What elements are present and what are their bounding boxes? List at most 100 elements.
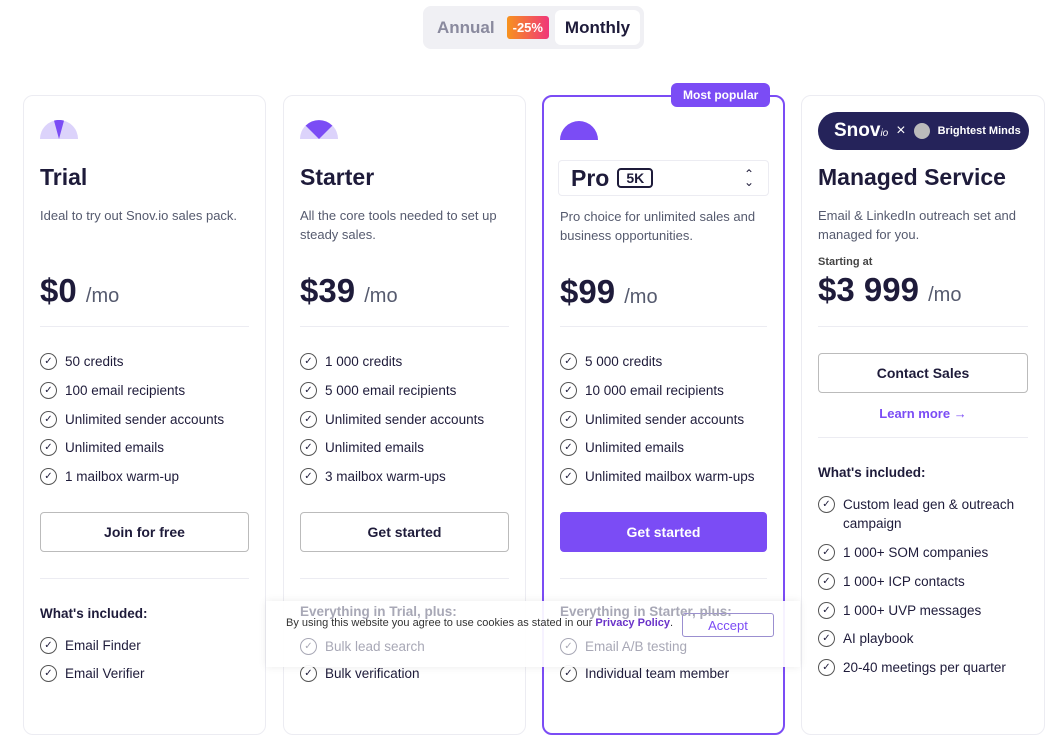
check-icon: ✓ xyxy=(560,439,577,456)
divider xyxy=(40,326,249,327)
divider xyxy=(818,437,1028,438)
feature-item: ✓ Unlimited sender accounts xyxy=(40,410,260,429)
plan-card-pro: Pro 5K ⌃ ⌄ Pro choice for unlimited sales… xyxy=(542,95,785,735)
check-icon: ✓ xyxy=(40,411,57,428)
divider xyxy=(560,326,767,327)
check-icon: ✓ xyxy=(40,353,57,370)
check-icon: ✓ xyxy=(40,665,57,682)
included-item: ✓ Email A/B testing xyxy=(560,637,780,656)
check-icon: ✓ xyxy=(300,665,317,682)
feature-item: ✓ Unlimited emails xyxy=(300,438,520,457)
plan-description: All the core tools needed to set up stea… xyxy=(300,208,497,242)
divider xyxy=(40,578,249,579)
feature-item: ✓ 5 000 credits xyxy=(560,352,780,371)
feature-item: ✓ 1 000 credits xyxy=(300,352,520,371)
feature-item: ✓ 100 email recipients xyxy=(40,381,260,400)
feature-item: ✓ 5 000 email recipients xyxy=(300,381,520,400)
check-icon: ✓ xyxy=(560,382,577,399)
divider xyxy=(818,326,1028,327)
chevron-up-down-icon: ⌃ ⌄ xyxy=(743,167,754,189)
plan-price: $39 /mo xyxy=(300,272,398,309)
plan-price: $99 /mo xyxy=(560,273,658,310)
included-title: What's included: xyxy=(40,606,148,621)
feature-item: ✓ 10 000 email recipients xyxy=(560,381,780,400)
plan-card-starter: Starter All the core tools needed to set… xyxy=(283,95,526,735)
plan-title: Pro xyxy=(571,164,610,191)
contact-sales-button[interactable]: Contact Sales xyxy=(818,353,1028,393)
accept-cookies-button[interactable]: Accept xyxy=(682,613,774,637)
usage-gauge-icon xyxy=(300,120,338,139)
annual-option[interactable]: Annual xyxy=(437,17,495,37)
check-icon: ✓ xyxy=(560,638,577,655)
plan-description: Email & LinkedIn outreach set and manage… xyxy=(818,208,1017,242)
get-started-button[interactable]: Get started xyxy=(300,512,509,552)
check-icon: ✓ xyxy=(818,630,835,647)
get-started-button[interactable]: Get started xyxy=(560,512,767,552)
divider xyxy=(300,326,509,327)
most-popular-badge: Most popular xyxy=(671,83,771,107)
plan-price: $0 /mo xyxy=(40,272,120,309)
feature-item: ✓ 1 mailbox warm-up xyxy=(40,467,260,486)
check-icon: ✓ xyxy=(560,665,577,682)
included-title: Everything in Starter, plus: xyxy=(560,604,732,619)
check-icon: ✓ xyxy=(818,573,835,590)
included-item: ✓ AI playbook xyxy=(818,629,1038,648)
divider xyxy=(300,578,509,579)
plan-card-managed-service: Snovio × Brightest Minds Managed Service… xyxy=(801,95,1045,735)
usage-gauge-icon xyxy=(560,121,598,140)
brain-icon xyxy=(913,123,930,139)
feature-item: ✓ 3 mailbox warm-ups xyxy=(300,467,520,486)
check-icon: ✓ xyxy=(560,468,577,485)
cookie-text: By using this website you agree to use c… xyxy=(286,617,674,629)
check-icon: ✓ xyxy=(300,638,317,655)
check-icon: ✓ xyxy=(560,411,577,428)
check-icon: ✓ xyxy=(818,496,835,513)
learn-more-link[interactable]: Learn more → xyxy=(879,406,967,421)
join-for-free-button[interactable]: Join for free xyxy=(40,512,249,552)
plan-description: Pro choice for unlimited sales and busin… xyxy=(560,209,756,243)
check-icon: ✓ xyxy=(40,382,57,399)
privacy-policy-link[interactable]: Privacy Policy xyxy=(595,617,671,629)
check-icon: ✓ xyxy=(40,637,57,654)
included-item: ✓ 1 000+ UVP messages xyxy=(818,601,1038,620)
plan-description: Ideal to try out Snov.io sales pack. xyxy=(40,208,238,223)
usage-gauge-icon xyxy=(40,120,78,139)
feature-item: ✓ 50 credits xyxy=(40,352,260,371)
partner-logo: Snovio × Brightest Minds xyxy=(818,112,1029,150)
check-icon: ✓ xyxy=(300,439,317,456)
included-item: ✓ Custom lead gen & outreach campaign xyxy=(818,495,1028,533)
included-item: ✓ Email Finder xyxy=(40,636,260,655)
check-icon: ✓ xyxy=(560,353,577,370)
check-icon: ✓ xyxy=(818,602,835,619)
feature-item: ✓ Unlimited mailbox warm-ups xyxy=(560,467,780,486)
included-title: Everything in Trial, plus: xyxy=(300,604,457,619)
pro-tier-select[interactable]: Pro 5K ⌃ ⌄ xyxy=(558,160,769,196)
included-title: What's included: xyxy=(818,465,926,480)
feature-item: ✓ Unlimited sender accounts xyxy=(560,410,780,429)
plan-title: Managed Service xyxy=(818,164,1006,190)
included-item: ✓ Email Verifier xyxy=(40,664,260,683)
monthly-option[interactable]: Monthly xyxy=(554,10,640,45)
included-item: ✓ 1 000+ SOM companies xyxy=(818,543,1038,562)
plan-price: $3 999 /mo xyxy=(818,271,962,308)
included-item: ✓ Bulk lead search xyxy=(300,637,520,656)
check-icon: ✓ xyxy=(300,468,317,485)
check-icon: ✓ xyxy=(818,659,835,676)
check-icon: ✓ xyxy=(40,439,57,456)
included-item: ✓ 20-40 meetings per quarter xyxy=(818,658,1038,677)
plan-card-trial: Trial Ideal to try out Snov.io sales pac… xyxy=(23,95,266,735)
check-icon: ✓ xyxy=(40,468,57,485)
included-item: ✓ 1 000+ ICP contacts xyxy=(818,572,1038,591)
cookie-banner: By using this website you agree to use c… xyxy=(266,601,800,667)
discount-badge: -25% xyxy=(506,16,549,39)
divider xyxy=(560,578,767,579)
starting-at-label: Starting at xyxy=(818,256,873,268)
check-icon: ✓ xyxy=(300,382,317,399)
check-icon: ✓ xyxy=(300,353,317,370)
plan-title: Trial xyxy=(40,164,88,190)
check-icon: ✓ xyxy=(300,411,317,428)
tier-badge: 5K xyxy=(617,168,654,188)
feature-item: ✓ Unlimited emails xyxy=(40,438,260,457)
plan-title: Starter xyxy=(300,164,375,190)
billing-toggle[interactable]: Annual -25% Monthly xyxy=(423,6,644,49)
